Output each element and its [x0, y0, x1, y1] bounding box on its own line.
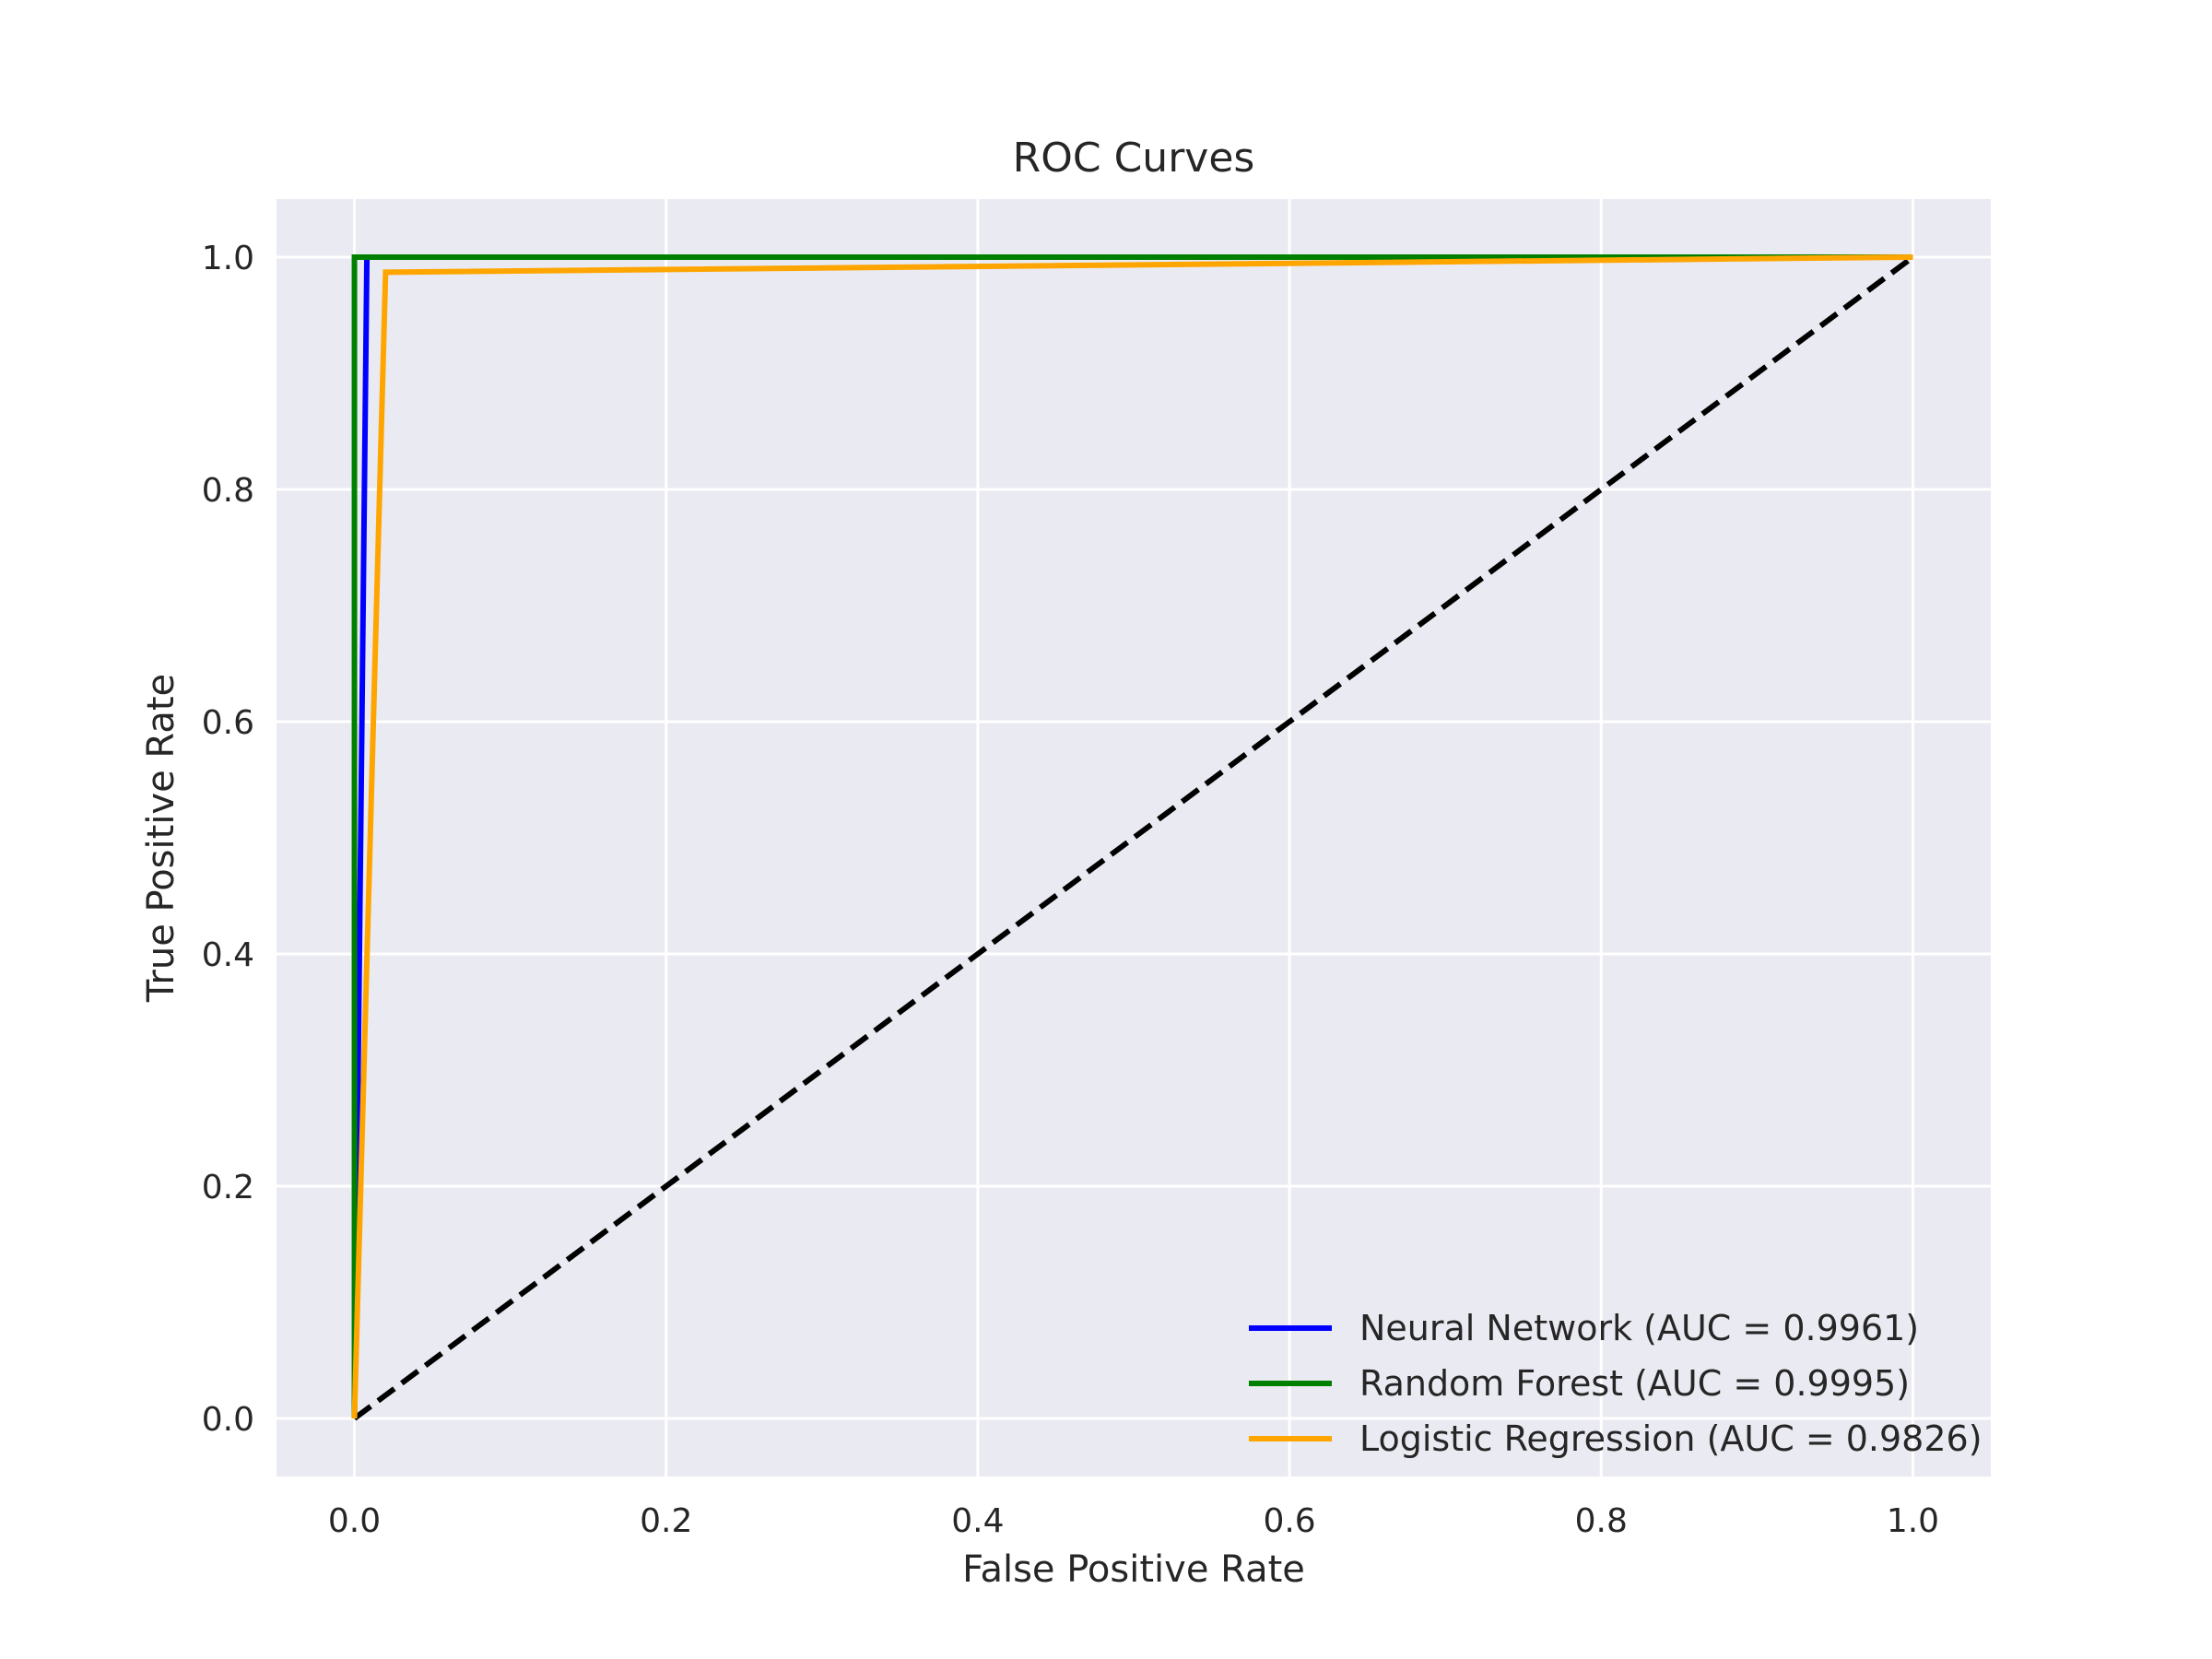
legend-label: Logistic Regression (AUC = 0.9826): [1359, 1418, 1983, 1459]
y-tick-label: 1.0: [202, 240, 254, 277]
x-tick-label: 0.2: [640, 1502, 692, 1540]
y-tick-label: 0.0: [202, 1401, 254, 1439]
series-line-1: [351, 254, 1913, 1418]
legend-label: Neural Network (AUC = 0.9961): [1359, 1308, 1919, 1348]
y-tick-label: 0.8: [202, 472, 254, 510]
tick-labels: 0.0 0.2 0.4 0.6 0.8 1.0 0.0 0.2 0.4 0.6 0.8 1.0: [202, 240, 1939, 1540]
x-tick-label: 0.0: [328, 1502, 381, 1540]
y-tick-label: 0.2: [202, 1169, 254, 1206]
y-axis-title: True Positive Rate: [140, 674, 182, 1003]
chart-title: ROC Curves: [1013, 135, 1255, 182]
x-tick-label: 0.8: [1575, 1502, 1628, 1540]
x-tick-label: 0.6: [1263, 1502, 1315, 1540]
series-line-2: [351, 254, 1913, 1419]
x-tick-label: 1.0: [1887, 1502, 1939, 1540]
series-lines: [351, 254, 1913, 1419]
legend: Neural Network (AUC = 0.9961) Random Fore…: [1249, 1308, 1983, 1459]
grid: [276, 199, 1991, 1477]
legend-label: Random Forest (AUC = 0.9995): [1359, 1363, 1910, 1404]
x-axis-title: False Positive Rate: [962, 1548, 1305, 1591]
x-tick-label: 0.4: [951, 1502, 1004, 1540]
y-tick-label: 0.6: [202, 704, 254, 742]
y-tick-label: 0.4: [202, 936, 254, 974]
